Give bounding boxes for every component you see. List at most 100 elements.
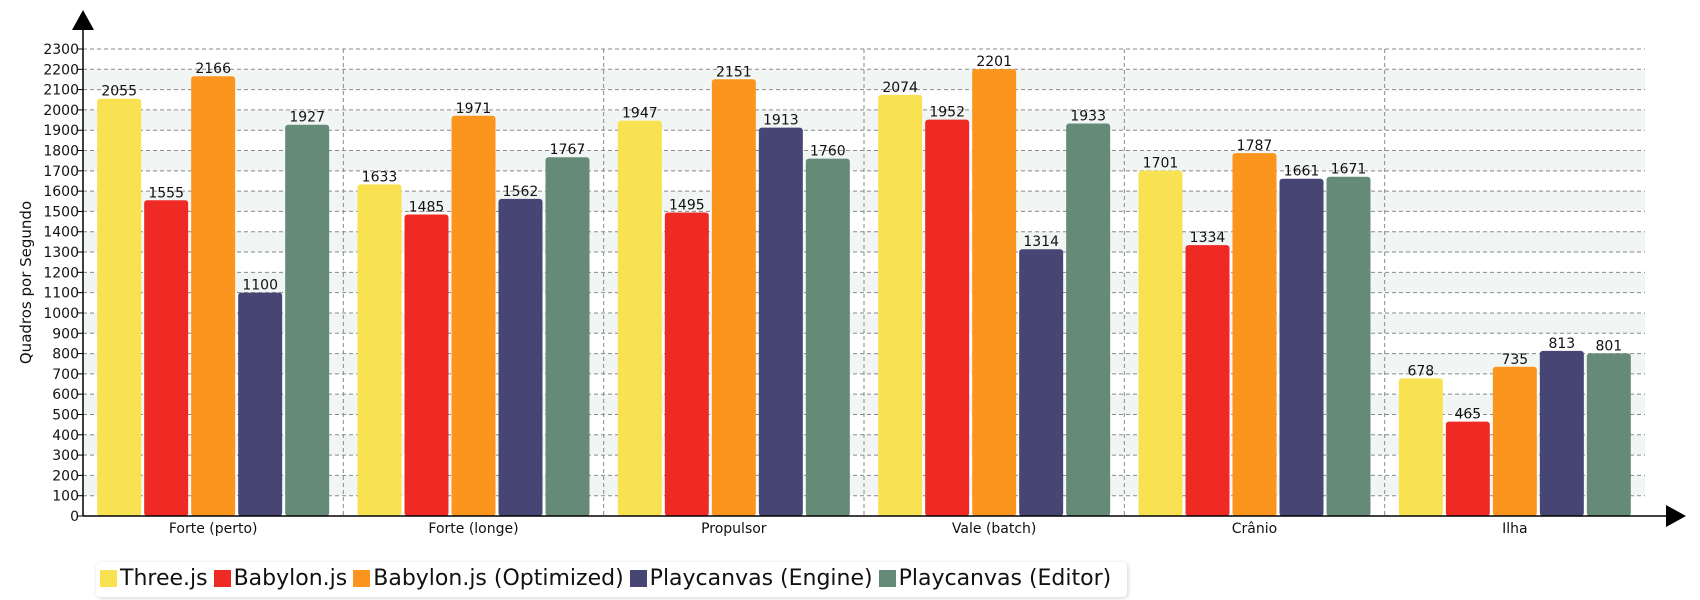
bar-value-label: 1562	[503, 184, 539, 200]
bar	[238, 292, 283, 516]
bar	[1445, 421, 1490, 516]
bar-value-label: 1661	[1284, 164, 1320, 180]
bar	[617, 120, 662, 516]
bar-value-label: 2201	[976, 54, 1012, 70]
x-axis-arrow	[1666, 505, 1686, 527]
bar	[805, 158, 850, 516]
x-tick-label: Forte (perto)	[169, 521, 258, 537]
y-tick-label: 700	[52, 367, 79, 383]
legend-label: Three.js	[120, 566, 208, 591]
bar	[404, 214, 449, 516]
y-tick-label: 1600	[43, 184, 79, 200]
bar-value-label: 813	[1548, 336, 1575, 352]
bar	[664, 212, 709, 516]
bar-value-label: 1933	[1070, 109, 1106, 125]
legend-item: Playcanvas (Engine)	[629, 566, 873, 591]
y-tick-label: 2200	[43, 62, 79, 78]
y-tick-label: 600	[52, 387, 79, 403]
bar-value-label: 2074	[882, 80, 918, 96]
bar-value-label: 801	[1595, 338, 1622, 354]
y-axis-arrow	[72, 10, 94, 30]
y-tick-label: 1400	[43, 225, 79, 241]
bar-value-label: 1767	[550, 142, 586, 158]
bar	[972, 69, 1017, 516]
bar-value-label: 1671	[1331, 162, 1367, 178]
bar-value-label: 2166	[195, 61, 231, 77]
y-tick-label: 2000	[43, 103, 79, 119]
bar	[1492, 366, 1537, 516]
bar-value-label: 465	[1454, 407, 1481, 423]
y-tick-label: 1000	[43, 306, 79, 322]
bar	[925, 119, 970, 517]
bar	[758, 127, 803, 517]
bar-value-label: 2055	[101, 84, 137, 100]
legend-item: Babylon.js (Optimized)	[353, 566, 624, 591]
y-tick-label: 1900	[43, 123, 79, 139]
bar	[498, 198, 543, 517]
bar-value-label: 1485	[409, 199, 445, 215]
legend-item: Three.js	[100, 566, 208, 591]
bar	[1185, 245, 1230, 516]
bar	[878, 94, 923, 517]
legend-swatch	[353, 570, 371, 587]
bar	[545, 157, 590, 516]
bar	[1279, 178, 1324, 516]
y-tick-label: 1700	[43, 164, 79, 180]
bar-value-label: 1913	[763, 113, 799, 129]
y-tick-label: 400	[52, 428, 79, 444]
chart-legend: Three.js Babylon.js Babylon.js (Optimized)…	[96, 562, 1128, 597]
y-tick-label: 1800	[43, 144, 79, 160]
bar-value-label: 678	[1407, 363, 1434, 379]
bar-value-label: 1633	[362, 169, 398, 185]
x-tick-label: Crânio	[1232, 521, 1277, 537]
legend-swatch	[100, 570, 117, 587]
bar-value-label: 1100	[242, 278, 278, 294]
bar	[191, 76, 236, 516]
y-tick-label: 1500	[43, 204, 79, 220]
y-tick-label: 0	[70, 509, 79, 525]
legend-item: Playcanvas (Editor)	[878, 566, 1112, 591]
bar-value-label: 1952	[929, 105, 965, 121]
bar	[144, 200, 189, 516]
bar	[1398, 378, 1443, 516]
legend-label: Babylon.js	[233, 566, 348, 591]
y-tick-label: 1300	[43, 245, 79, 261]
legend-label: Playcanvas (Editor)	[898, 566, 1112, 591]
bar-value-label: 1555	[148, 185, 184, 201]
bar	[1232, 153, 1277, 516]
bar-value-label: 1947	[622, 106, 658, 122]
y-tick-label: 1100	[43, 286, 79, 302]
bar	[451, 115, 496, 517]
x-tick-label: Ilha	[1502, 521, 1527, 537]
y-tick-label: 900	[52, 326, 79, 342]
y-tick-label: 800	[52, 347, 79, 363]
legend-swatch	[213, 570, 231, 587]
y-tick-label: 100	[52, 489, 79, 505]
x-tick-label: Forte (longe)	[428, 521, 518, 537]
legend-swatch	[878, 570, 896, 587]
y-tick-label: 2100	[43, 83, 79, 99]
legend-item: Babylon.js	[213, 566, 348, 591]
bar	[1066, 123, 1111, 516]
bar-value-label: 1334	[1190, 230, 1226, 246]
bar	[1586, 353, 1631, 516]
bar	[357, 184, 402, 516]
y-tick-label: 1200	[43, 265, 79, 281]
bar	[1326, 176, 1371, 516]
bar-value-label: 1495	[669, 197, 705, 213]
bar-value-label: 1927	[289, 110, 325, 126]
bar	[285, 124, 330, 516]
bar	[97, 98, 142, 516]
legend-label: Playcanvas (Engine)	[649, 566, 873, 591]
legend-swatch	[629, 570, 647, 587]
y-tick-label: 300	[52, 448, 79, 464]
bar	[1019, 249, 1064, 516]
y-tick-label: 500	[52, 407, 79, 423]
bar-value-label: 1760	[810, 144, 846, 160]
bar-value-label: 1787	[1237, 138, 1273, 154]
bar-value-label: 1971	[456, 101, 492, 117]
bar	[711, 79, 756, 516]
y-axis-title: Quadros por Segundo	[17, 201, 35, 364]
x-tick-label: Vale (batch)	[952, 521, 1036, 537]
